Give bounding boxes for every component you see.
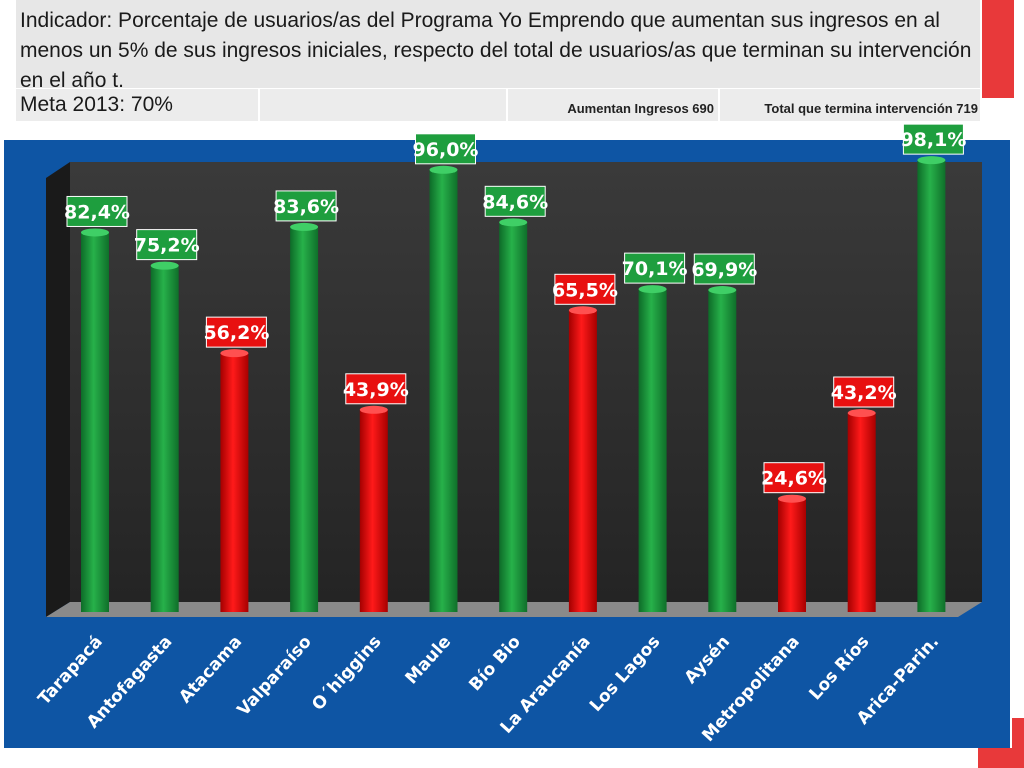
- plot-left-wall: [46, 162, 70, 617]
- bar: [568, 306, 597, 612]
- bar: [220, 349, 249, 612]
- data-label-text: 82,4%: [64, 201, 130, 223]
- bar: [150, 261, 179, 612]
- bar: [847, 409, 876, 612]
- meta-label: Meta 2013: 70%: [16, 89, 260, 121]
- header-meta-row: Meta 2013: 70% Aumentan Ingresos 690 Tot…: [16, 88, 980, 121]
- aumentan-ingresos-value: Aumentan Ingresos 690: [508, 89, 720, 121]
- bar: [778, 494, 806, 612]
- data-label: 43,9%: [343, 373, 409, 405]
- bar: [359, 405, 388, 612]
- data-label-text: 70,1%: [622, 258, 688, 280]
- category-label: Los Lagos: [586, 632, 664, 716]
- data-label: 43,2%: [831, 376, 897, 408]
- indicator-header: Indicador: Porcentaje de usuarios/as del…: [16, 0, 980, 121]
- data-label: 84,6%: [482, 185, 548, 217]
- data-label: 56,2%: [203, 316, 269, 348]
- data-label-text: 69,9%: [691, 259, 757, 281]
- category-label: Los Ríos: [806, 632, 874, 704]
- data-label-text: 83,6%: [273, 196, 339, 218]
- data-label: 82,4%: [64, 195, 130, 227]
- category-label: Tarapacá: [34, 632, 106, 709]
- data-label: 24,6%: [761, 462, 827, 494]
- bar: [638, 285, 667, 612]
- bar: [290, 222, 319, 612]
- data-label: 83,6%: [273, 190, 339, 222]
- category-label: Maule: [402, 632, 456, 688]
- category-label: Bío Bio: [465, 632, 525, 695]
- category-label: Atacama: [175, 632, 246, 707]
- data-label: 98,1%: [900, 123, 966, 155]
- data-label-text: 98,1%: [900, 129, 966, 151]
- data-label: 96,0%: [413, 133, 479, 165]
- total-termina-value: Total que termina intervención 719: [764, 101, 978, 116]
- accent-bar-top-right: [982, 0, 1014, 98]
- data-label: 75,2%: [134, 229, 200, 261]
- data-label: 70,1%: [622, 252, 688, 284]
- bar: [81, 228, 109, 612]
- data-label: 65,5%: [552, 273, 618, 305]
- data-label-text: 43,9%: [343, 379, 409, 401]
- data-label-text: 43,2%: [831, 382, 897, 404]
- data-label-text: 75,2%: [134, 235, 200, 257]
- accent-bar-bottom: [978, 748, 1024, 768]
- bar: [708, 286, 737, 612]
- data-label-text: 56,2%: [203, 322, 269, 344]
- indicator-description: Indicador: Porcentaje de usuarios/as del…: [16, 0, 980, 92]
- data-label-text: 96,0%: [413, 139, 479, 161]
- bar: [917, 156, 946, 612]
- accent-bar-right: [1012, 718, 1024, 748]
- category-label: O´higgins: [308, 632, 385, 715]
- data-label-text: 84,6%: [482, 191, 548, 213]
- empty-cell: [260, 89, 508, 121]
- data-label-text: 24,6%: [761, 468, 827, 490]
- category-label: Aysén: [681, 632, 734, 688]
- bar: [429, 165, 458, 613]
- data-label: 69,9%: [691, 253, 757, 285]
- bar: [499, 218, 528, 612]
- data-label-text: 65,5%: [552, 279, 618, 301]
